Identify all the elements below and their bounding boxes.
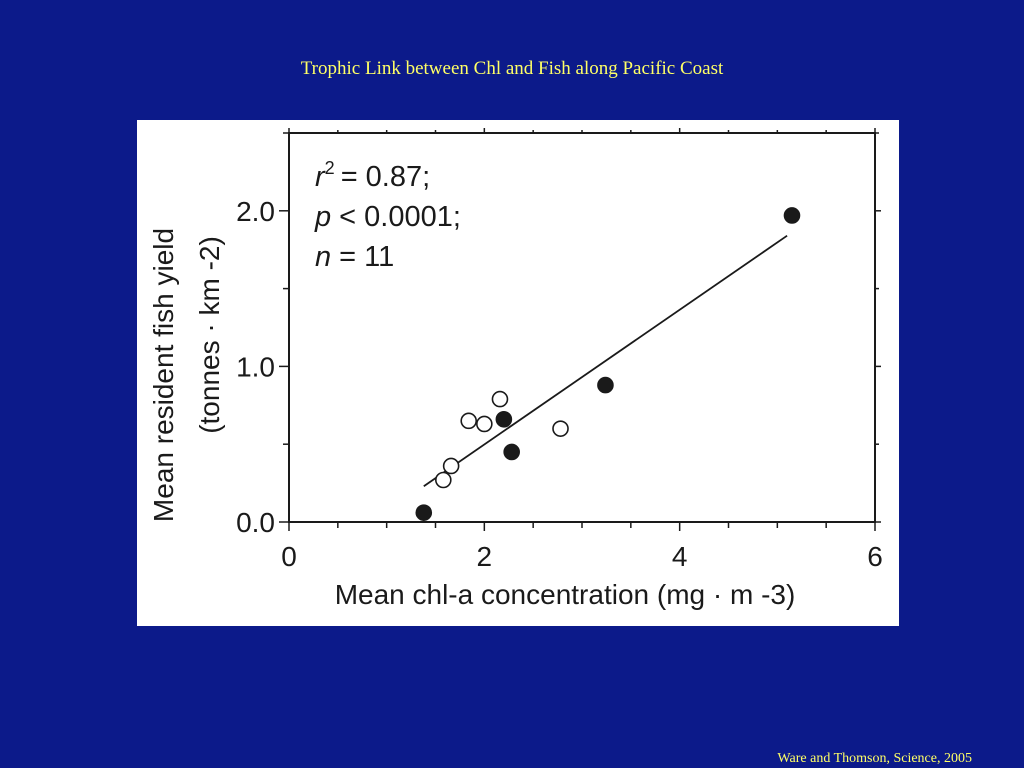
slide-title: Trophic Link between Chl and Fish along … <box>300 58 724 79</box>
x-tick-label: 0 <box>281 541 297 572</box>
data-point-open <box>442 457 460 475</box>
n-annotation: n = 11 <box>315 241 394 273</box>
data-point-filled <box>597 376 614 394</box>
data-point-open <box>552 420 569 437</box>
x-tick-label: 2 <box>477 541 493 572</box>
data-point-filled <box>495 411 513 428</box>
data-point-filled <box>783 207 801 224</box>
x-tick-label: 4 <box>672 541 688 572</box>
data-point-filled <box>503 443 520 461</box>
fit-line-group <box>423 234 788 487</box>
data-point-open <box>435 471 452 489</box>
data-point-open <box>491 390 509 408</box>
figure-panel: 0 2 4 6 0.0 1.0 2.0 r2 = 0.87; p < 0.0001; n = 11… <box>137 120 899 626</box>
scatter-chart: 0 2 4 6 0.0 1.0 2.0 r2 = 0.87; p < 0.0001; n = 11… <box>148 128 883 610</box>
stats-annotation: r2 = 0.87; p < 0.0001; n = 11 <box>314 158 461 273</box>
y-tick-label: 0.0 <box>236 507 275 538</box>
data-point-filled <box>415 504 433 521</box>
x-tick-label: 6 <box>867 541 883 572</box>
data-points <box>415 207 801 521</box>
y-tick-label: 1.0 <box>236 351 275 382</box>
axis-ticks: 0 2 4 6 0.0 1.0 2.0 <box>236 128 883 572</box>
fit-line <box>423 234 788 487</box>
citation: Ware and Thomson, Science, 2005 <box>777 751 972 766</box>
r-squared-annotation: r2 = 0.87; <box>315 158 430 193</box>
x-axis-label: Mean chl-a concentration (mg · m -3) <box>335 579 796 610</box>
y-tick-label: 2.0 <box>236 196 275 227</box>
y-axis-label-line1: Mean resident fish yield <box>148 228 179 522</box>
y-axis-label-line2: (tonnes · km -2) <box>194 236 225 434</box>
data-point-open <box>476 415 493 433</box>
data-point-open <box>460 412 478 430</box>
p-value-annotation: p < 0.0001; <box>314 201 461 233</box>
